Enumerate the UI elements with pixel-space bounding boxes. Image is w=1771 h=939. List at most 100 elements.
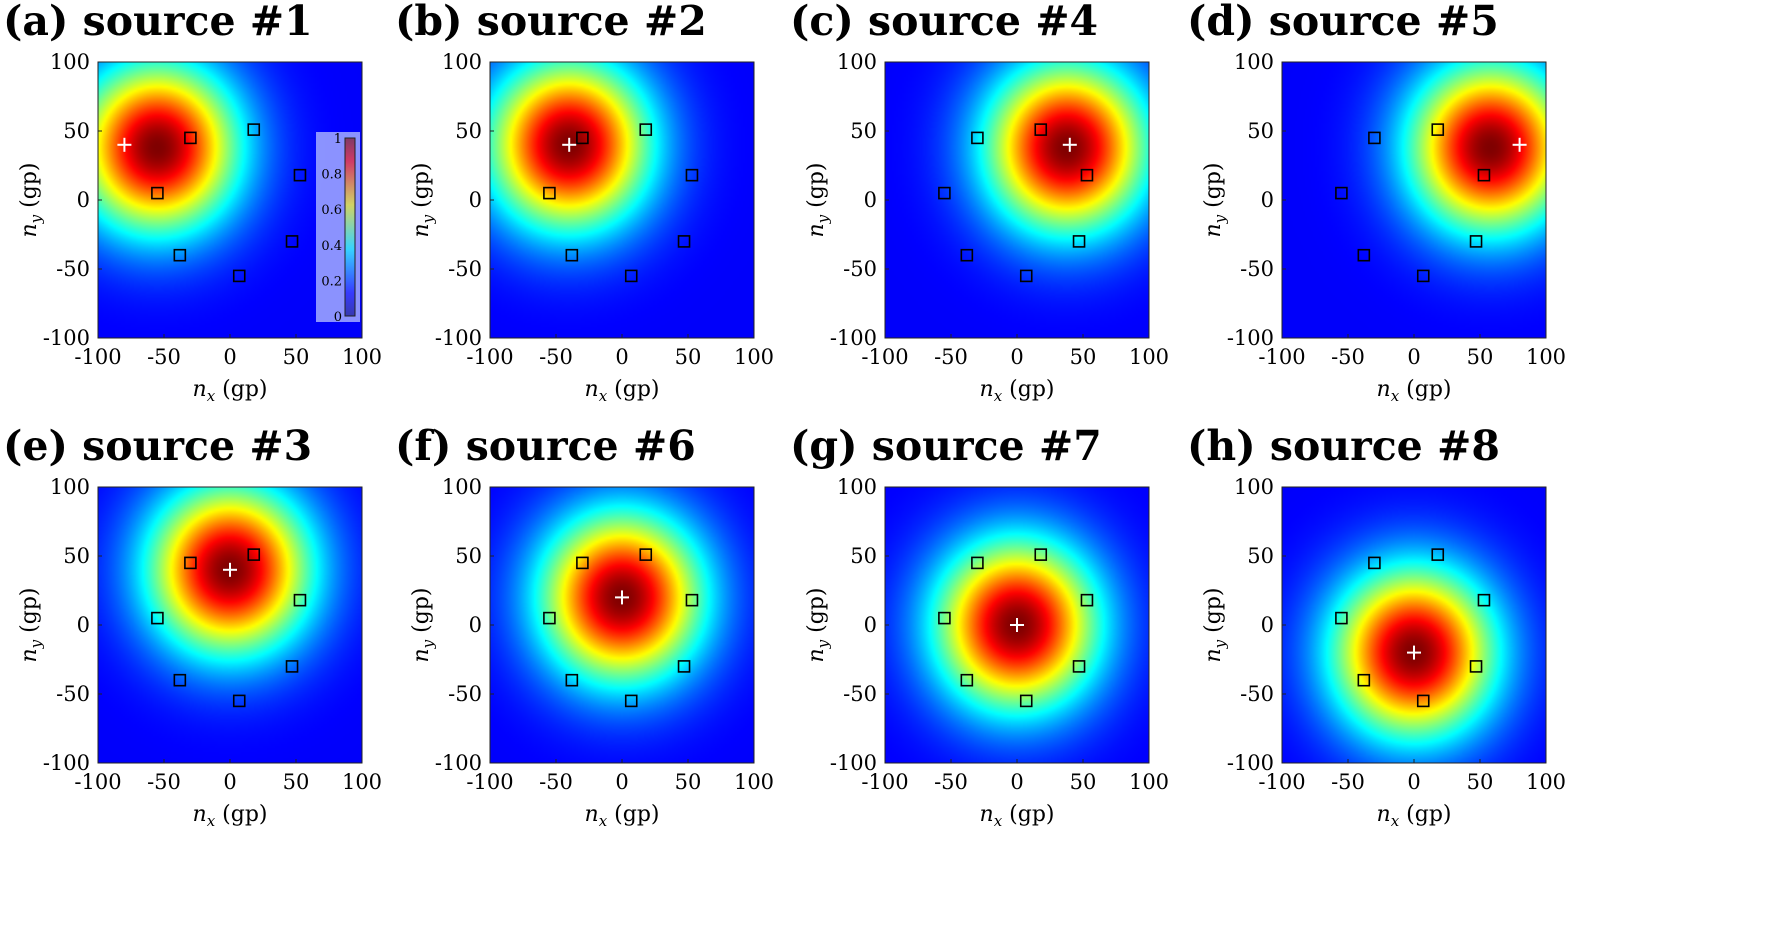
sensor-marker — [1368, 131, 1381, 145]
sensor-marker — [576, 131, 589, 145]
x-tick-label: -50 — [1331, 345, 1365, 369]
sensor-marker — [151, 186, 164, 200]
sensor-marker — [1416, 694, 1430, 708]
panel-7: -100 -50 0 50 100 -100 -50 0 50 100 nx (gp) ny (gp)… — [790, 422, 1169, 830]
sensor-marker — [184, 556, 197, 570]
y-axis-label: ny (gp) — [17, 163, 45, 238]
x-tick-label: 50 — [1070, 345, 1097, 369]
y-tick-label: 50 — [1247, 119, 1274, 143]
x-tick-label: -100 — [466, 770, 513, 794]
x-tick-label: 100 — [1526, 770, 1566, 794]
y-tick-label: 50 — [455, 119, 482, 143]
sensor-marker — [543, 186, 556, 200]
x-tick-label: 0 — [1407, 345, 1420, 369]
panel-1: -100 -50 0 50 100 -100 -50 0 50 100 nx (gp) ny (gp)… — [3, 0, 382, 405]
y-tick-label: 50 — [850, 119, 877, 143]
heatmap-image — [490, 487, 754, 763]
colorbar-tick-label: 0.4 — [321, 239, 342, 254]
panel-title: (c) source #4 — [790, 0, 1098, 45]
sensor-marker — [173, 673, 187, 687]
y-tick-label: 50 — [63, 544, 90, 568]
sensor-marker — [1080, 168, 1094, 182]
sensor-marker — [1416, 269, 1430, 283]
y-tick-label: 100 — [442, 50, 482, 74]
y-tick-label: 100 — [50, 475, 90, 499]
x-tick-label: 50 — [283, 345, 310, 369]
sensor-marker — [285, 660, 299, 673]
x-tick-label: -100 — [74, 345, 121, 369]
sensor-marker — [1469, 660, 1483, 673]
x-tick-label: 50 — [675, 770, 702, 794]
x-tick-label: 0 — [1010, 770, 1023, 794]
x-axis-label: nx (gp) — [1377, 377, 1452, 405]
y-tick-label: 50 — [63, 119, 90, 143]
sensor-marker — [677, 235, 691, 248]
y-tick-label: 100 — [1234, 50, 1274, 74]
sensor-marker — [1072, 660, 1086, 673]
panel-title: (g) source #7 — [790, 422, 1102, 470]
x-tick-label: 100 — [1129, 345, 1169, 369]
x-tick-label: -50 — [147, 345, 181, 369]
heatmap-image — [1282, 62, 1546, 338]
y-tick-label: -50 — [448, 682, 482, 706]
x-tick-label: 100 — [1129, 770, 1169, 794]
x-axis-label: nx (gp) — [1377, 802, 1452, 830]
sensor-marker — [184, 131, 197, 145]
panel-8: -100 -50 0 50 100 -100 -50 0 50 100 nx (gp) ny (gp)… — [1187, 422, 1566, 830]
sensor-marker — [1477, 593, 1491, 607]
y-tick-label: 100 — [50, 50, 90, 74]
x-tick-label: -50 — [147, 770, 181, 794]
y-tick-label: -100 — [435, 326, 482, 350]
x-tick-label: 0 — [1010, 345, 1023, 369]
x-tick-label: 0 — [615, 345, 628, 369]
y-tick-label: -50 — [1240, 682, 1274, 706]
panel-title: (d) source #5 — [1187, 0, 1499, 45]
y-tick-label: 50 — [455, 544, 482, 568]
y-tick-label: -100 — [43, 751, 90, 775]
x-tick-label: 50 — [1467, 345, 1494, 369]
sensor-marker — [1357, 673, 1371, 687]
heatmap-image — [98, 487, 362, 763]
panel-5: -100 -50 0 50 100 -100 -50 0 50 100 nx (gp) ny (gp)… — [3, 422, 382, 830]
sensor-marker — [938, 611, 951, 625]
sensor-marker — [293, 168, 307, 182]
y-tick-label: -50 — [56, 257, 90, 281]
heatmap-image — [885, 62, 1149, 338]
sensor-marker — [971, 556, 984, 570]
sensor-marker — [1335, 186, 1348, 200]
sensor-marker — [1019, 694, 1033, 708]
y-tick-label: 0 — [864, 613, 877, 637]
sensor-marker — [1431, 123, 1445, 136]
sensor-marker — [1368, 556, 1381, 570]
x-tick-label: 50 — [1467, 770, 1494, 794]
y-axis-label: ny (gp) — [409, 588, 437, 663]
y-tick-label: 50 — [1247, 544, 1274, 568]
sensor-marker — [1034, 123, 1048, 136]
sensor-marker — [1072, 235, 1086, 248]
sensor-marker — [971, 131, 984, 145]
panel-title: (h) source #8 — [1187, 422, 1500, 470]
sensor-marker — [1357, 248, 1371, 262]
sensor-marker — [639, 548, 653, 561]
x-tick-label: -50 — [934, 345, 968, 369]
y-tick-label: 0 — [1261, 188, 1274, 212]
y-tick-label: -100 — [1227, 751, 1274, 775]
heatmap-image — [490, 62, 754, 338]
y-tick-label: 100 — [837, 475, 877, 499]
y-tick-label: 0 — [1261, 613, 1274, 637]
colorbar-tick-label: 0.8 — [321, 168, 342, 183]
y-axis-label: ny (gp) — [409, 163, 437, 238]
colorbar-tick-label: 0.2 — [321, 274, 342, 289]
y-axis-label: ny (gp) — [1201, 163, 1229, 238]
sensor-marker — [624, 269, 638, 283]
x-tick-label: -50 — [1331, 770, 1365, 794]
x-tick-label: 100 — [342, 345, 382, 369]
y-tick-label: -100 — [830, 751, 877, 775]
sensor-marker — [1431, 548, 1445, 561]
x-tick-label: -100 — [466, 345, 513, 369]
sensor-marker — [247, 548, 261, 561]
colorbar-tick-label: 0 — [334, 310, 342, 325]
y-axis-label: ny (gp) — [17, 588, 45, 663]
y-tick-label: -50 — [843, 682, 877, 706]
sensor-marker — [1034, 548, 1048, 561]
